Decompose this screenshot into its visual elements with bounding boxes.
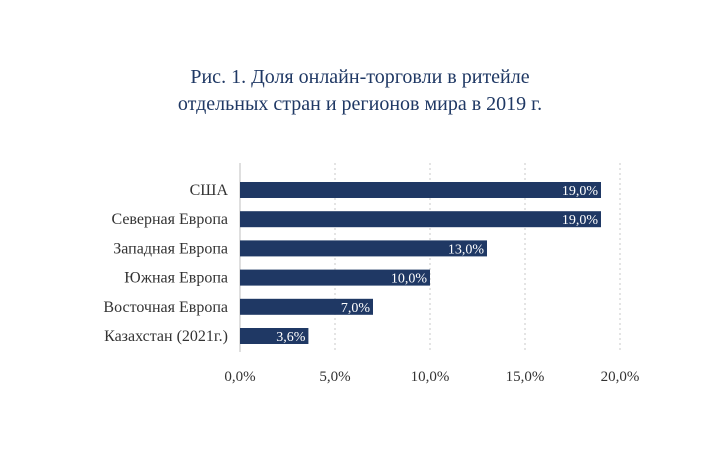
bar — [240, 328, 309, 344]
category-label: Северная Европа — [111, 211, 228, 228]
category-label: Восточная Европа — [103, 299, 228, 316]
x-tick-label: 15,0% — [506, 369, 545, 385]
bar — [240, 269, 430, 286]
category-label: Западная Европа — [113, 240, 228, 257]
x-tick-label: 5,0% — [319, 369, 350, 385]
data-label: 7,0% — [341, 301, 371, 316]
category-label: Южная Европа — [124, 270, 228, 287]
x-tick-label: 10,0% — [411, 369, 450, 385]
data-label: 13,0% — [448, 242, 485, 257]
category-label: США — [190, 182, 229, 199]
data-label: 10,0% — [391, 272, 428, 287]
data-label: 19,0% — [562, 184, 599, 199]
bar — [240, 298, 373, 315]
x-tick-label: 0,0% — [224, 369, 255, 385]
chart-title-line-2: отдельных стран и регионов мира в 2019 г… — [177, 93, 543, 115]
bar — [240, 240, 487, 257]
category-label: Казахстан (2021г.) — [104, 328, 228, 345]
data-label: 3,6% — [276, 330, 306, 345]
chart-title-line-1: Рис. 1. Доля онлайн-торговли в ритейле — [190, 66, 530, 88]
bar — [240, 182, 601, 198]
data-label: 19,0% — [562, 213, 599, 228]
chart-title: Рис. 1. Доля онлайн-торговли в ритейле о… — [0, 64, 720, 118]
bar — [240, 211, 601, 228]
x-tick-label: 20,0% — [601, 369, 640, 385]
